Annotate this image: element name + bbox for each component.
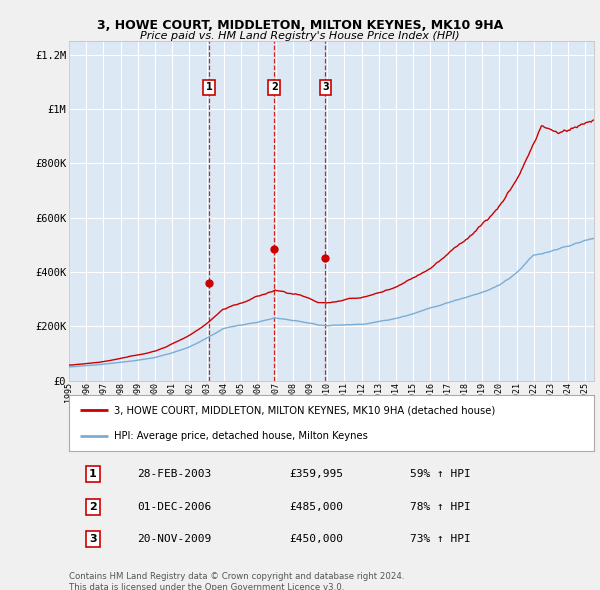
Text: Contains HM Land Registry data © Crown copyright and database right 2024.
This d: Contains HM Land Registry data © Crown c… (69, 572, 404, 590)
Text: 20-NOV-2009: 20-NOV-2009 (137, 535, 212, 545)
Text: 59% ↑ HPI: 59% ↑ HPI (410, 469, 471, 479)
Text: HPI: Average price, detached house, Milton Keynes: HPI: Average price, detached house, Milt… (113, 431, 367, 441)
Text: 3, HOWE COURT, MIDDLETON, MILTON KEYNES, MK10 9HA (detached house): 3, HOWE COURT, MIDDLETON, MILTON KEYNES,… (113, 405, 495, 415)
Text: 3: 3 (322, 83, 329, 93)
Text: £359,995: £359,995 (290, 469, 343, 479)
Text: 1: 1 (89, 469, 97, 479)
Text: 2: 2 (271, 83, 278, 93)
Text: 78% ↑ HPI: 78% ↑ HPI (410, 502, 471, 512)
Text: 3, HOWE COURT, MIDDLETON, MILTON KEYNES, MK10 9HA: 3, HOWE COURT, MIDDLETON, MILTON KEYNES,… (97, 19, 503, 32)
Text: £485,000: £485,000 (290, 502, 343, 512)
Text: 73% ↑ HPI: 73% ↑ HPI (410, 535, 471, 545)
Text: 2: 2 (89, 502, 97, 512)
Text: 3: 3 (89, 535, 97, 545)
Text: Price paid vs. HM Land Registry's House Price Index (HPI): Price paid vs. HM Land Registry's House … (140, 31, 460, 41)
Text: 01-DEC-2006: 01-DEC-2006 (137, 502, 212, 512)
Text: £450,000: £450,000 (290, 535, 343, 545)
Text: 28-FEB-2003: 28-FEB-2003 (137, 469, 212, 479)
Text: 1: 1 (206, 83, 212, 93)
